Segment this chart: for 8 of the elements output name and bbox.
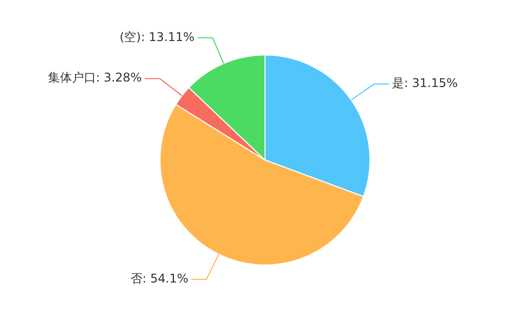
data-label: : 13.11% bbox=[140, 30, 195, 44]
slice-label: 否 bbox=[130, 272, 142, 286]
slice-label: 集体户口 bbox=[48, 70, 96, 85]
slice-label: 是 bbox=[392, 76, 404, 90]
data-label: : 54.1% bbox=[142, 272, 188, 286]
slice-label: (空) bbox=[120, 30, 141, 44]
data-label: : 31.15% bbox=[404, 76, 458, 90]
data-label: : 3.28% bbox=[96, 70, 142, 85]
